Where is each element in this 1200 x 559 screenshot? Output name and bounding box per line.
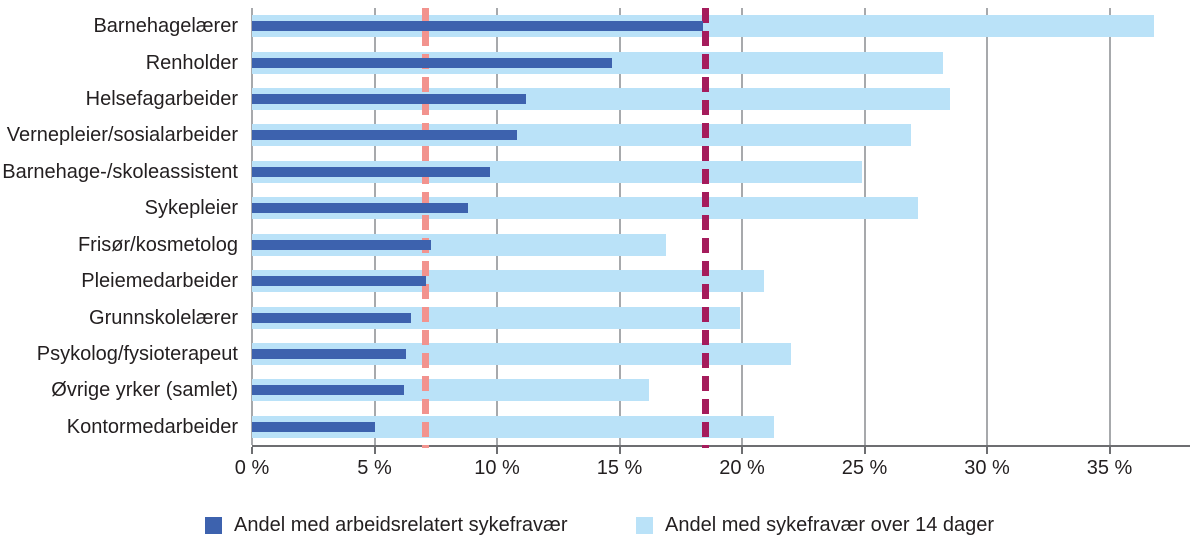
bar-row (252, 154, 1183, 190)
bar-row (252, 190, 1183, 226)
x-tick-label: 10 % (474, 457, 520, 479)
bar-row (252, 409, 1183, 445)
bar-arbeidsrelatert-sykefravaer (252, 421, 375, 432)
bar-arbeidsrelatert-sykefravaer (252, 166, 490, 177)
x-tick-label: 20 % (719, 457, 765, 479)
plot-area (251, 8, 1183, 448)
bar-arbeidsrelatert-sykefravaer (252, 385, 404, 396)
bar-arbeidsrelatert-sykefravaer (252, 203, 468, 214)
gridline (251, 8, 253, 445)
category-label: Sykepleier (144, 197, 238, 220)
x-tick-label: 35 % (1086, 457, 1133, 479)
gridline (496, 8, 498, 445)
legend-item-over-14-dager: Andel med sykefravær over 14 dager (636, 512, 994, 538)
bar-sykefravaer-over-14-dager (252, 342, 791, 365)
category-label: Frisør/kosmetolog (77, 233, 238, 256)
x-tick (251, 447, 253, 454)
legend-swatch-dark-blue-icon (205, 516, 222, 534)
x-tick-label: 15 % (596, 457, 643, 479)
category-label: Renholder (145, 51, 238, 74)
x-tick-label: 25 % (841, 457, 888, 479)
gridline (986, 8, 988, 445)
gridline (863, 8, 866, 445)
category-label: Barnehage-/skoleassistent (2, 160, 238, 183)
category-label: Pleiemedarbeider (81, 270, 238, 293)
x-tick-label: 5 % (357, 457, 392, 479)
x-tick (741, 447, 743, 454)
category-label: Barnehagelærer (93, 15, 238, 38)
bar-row (252, 117, 1183, 153)
category-label: Kontormedarbeider (66, 415, 238, 438)
category-label: Psykolog/fysioterapeut (36, 342, 238, 365)
legend-item-arbeidsrelatert: Andel med arbeidsrelatert sykefravær (205, 512, 567, 538)
bar-arbeidsrelatert-sykefravaer (252, 21, 703, 32)
category-label: Vernepleier/sosialarbeider (6, 124, 238, 147)
bar-row (252, 336, 1183, 372)
bar-sykefravaer-over-14-dager (252, 415, 774, 438)
bar-arbeidsrelatert-sykefravaer (252, 94, 527, 105)
bar-arbeidsrelatert-sykefravaer (252, 57, 613, 68)
bar-arbeidsrelatert-sykefravaer (252, 276, 426, 287)
x-tick (986, 447, 988, 454)
reference-line-pink (422, 8, 430, 448)
gridline (1108, 8, 1111, 445)
x-tick (863, 447, 866, 454)
bar-sykefravaer-over-14-dager (252, 233, 667, 256)
x-tick (373, 447, 376, 454)
bar-sykefravaer-over-14-dager (252, 306, 740, 329)
bar-arbeidsrelatert-sykefravaer (252, 312, 412, 323)
bar-row (252, 44, 1183, 80)
bar-sykefravaer-over-14-dager (252, 160, 863, 183)
gridline (741, 8, 743, 445)
x-tick-label: 30 % (964, 457, 1010, 479)
category-label: Helsefagarbeider (85, 88, 238, 111)
bar-sykefravaer-over-14-dager (252, 270, 765, 293)
x-axis-line (252, 445, 1190, 447)
category-label: Grunnskolelærer (89, 306, 238, 329)
reference-line-maroon (701, 8, 709, 448)
x-tick (496, 447, 498, 454)
bar-arbeidsrelatert-sykefravaer (252, 239, 431, 250)
legend: Andel med arbeidsrelatert sykefravær And… (0, 512, 1200, 538)
bar-sykefravaer-over-14-dager (252, 197, 919, 220)
gridline (618, 8, 621, 445)
x-tick-label: 0 % (234, 457, 270, 479)
bar-sykefravaer-over-14-dager (252, 124, 912, 147)
x-tick (618, 447, 621, 454)
bar-row (252, 299, 1183, 335)
bar-arbeidsrelatert-sykefravaer (252, 348, 407, 359)
bar-sykefravaer-over-14-dager (252, 379, 649, 402)
bar-row (252, 372, 1183, 408)
legend-swatch-light-blue-icon (636, 516, 653, 534)
bar-row (252, 227, 1183, 263)
bar-row (252, 81, 1183, 117)
gridline (373, 8, 376, 445)
bar-arbeidsrelatert-sykefravaer (252, 130, 517, 141)
legend-label: Andel med sykefravær over 14 dager (665, 513, 995, 536)
bar-row (252, 8, 1183, 44)
x-tick (1108, 447, 1111, 454)
category-label: Øvrige yrker (samlet) (51, 379, 238, 402)
legend-label: Andel med arbeidsrelatert sykefravær (234, 513, 568, 536)
bar-row (252, 263, 1183, 299)
